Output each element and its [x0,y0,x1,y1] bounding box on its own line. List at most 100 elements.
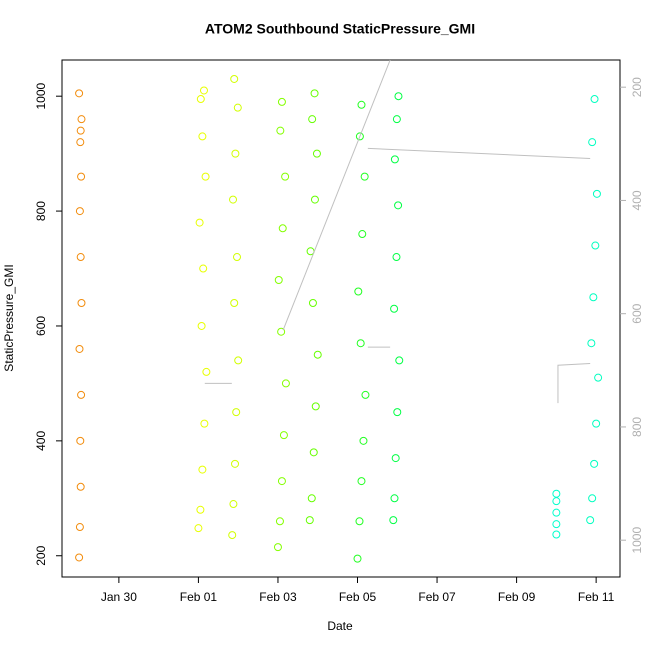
point [197,321,206,330]
point [552,497,561,506]
point [594,373,603,382]
point [552,508,561,517]
point [229,195,238,204]
y-tick-label: 800 [34,201,48,221]
y-tick-label: 400 [34,431,48,451]
point [307,494,316,503]
point [228,531,237,540]
point [76,126,85,135]
y2-tick-label: 800 [630,417,644,437]
point [552,489,561,498]
point [394,201,403,210]
point [196,505,205,514]
point [201,172,210,181]
point [277,97,286,106]
point [75,344,84,353]
y-axis-label: StaticPressure_GMI [2,264,16,371]
point [311,402,320,411]
point [394,92,403,101]
point [281,379,290,388]
point [75,553,84,562]
point [313,350,322,359]
x-tick-label: Feb 01 [180,590,218,604]
point [234,356,243,365]
point [592,419,601,428]
x-tick-label: Jan 30 [101,590,137,604]
point [196,95,205,104]
chart-title: ATOM2 Southbound StaticPressure_GMI [205,21,475,37]
point [195,218,204,227]
point [281,172,290,181]
track-line [557,363,591,404]
point [233,103,242,112]
y2-tick-label: 1000 [630,527,644,554]
point [310,195,319,204]
point [588,494,597,503]
y2-tick-label: 400 [630,190,644,210]
point [230,74,239,83]
point [392,115,401,124]
y-tick-label: 600 [34,316,48,336]
point [552,520,561,529]
point [308,115,317,124]
point [389,516,398,525]
point [391,454,400,463]
point [586,516,595,525]
track-line [282,59,391,331]
x-tick-label: Feb 11 [578,590,615,604]
plot-frame [61,59,621,578]
x-axis-label: Date [327,619,353,633]
point [277,327,286,336]
point [276,126,285,135]
point [305,516,314,525]
point [361,390,370,399]
point [393,408,402,417]
point [76,436,85,445]
point [231,149,240,158]
track-line [367,147,591,160]
point [277,477,286,486]
point [358,230,367,239]
x-tick-label: Feb 07 [418,590,456,604]
point [75,207,84,216]
point [591,241,600,250]
point [77,172,86,181]
point [232,253,241,262]
point [589,293,598,302]
point [390,494,399,503]
point [310,89,319,98]
point [356,339,365,348]
x-tick-label: Feb 03 [259,590,297,604]
x-tick-label: Feb 05 [339,590,377,604]
point [357,477,366,486]
point [232,408,241,417]
point [199,86,208,95]
y-tick-label: 1000 [34,83,48,110]
point [354,287,363,296]
point [75,523,84,532]
point [229,500,238,509]
point [75,89,84,98]
y2-tick-label: 600 [630,303,644,323]
point [588,138,597,147]
point [77,390,86,399]
point [194,524,203,533]
point [390,155,399,164]
point [198,465,207,474]
y2-tick-label: 200 [630,77,644,97]
point [552,530,561,539]
point [279,431,288,440]
point [395,356,404,365]
point [312,149,321,158]
point [590,459,599,468]
point [587,339,596,348]
point [392,253,401,262]
point [278,224,287,233]
point [590,95,599,104]
point [76,138,85,147]
point [230,298,239,307]
point [308,298,317,307]
point [231,459,240,468]
x-tick-label: Feb 09 [498,590,536,604]
